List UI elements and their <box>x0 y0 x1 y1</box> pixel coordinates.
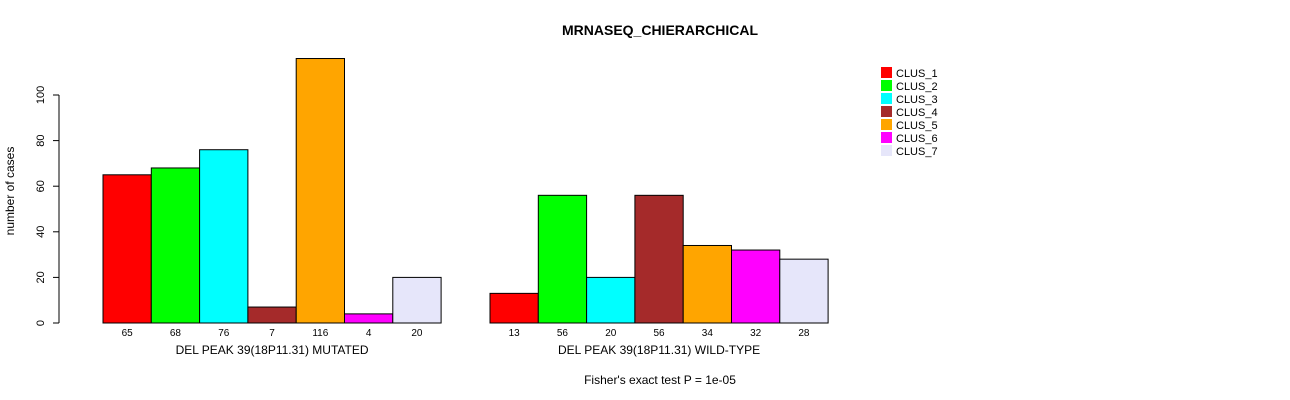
bar <box>682 244 733 324</box>
bar <box>779 258 829 324</box>
legend-label: CLUS_6 <box>896 133 938 145</box>
bar <box>150 167 201 324</box>
bar <box>344 313 394 324</box>
fisher-test-footnote: Fisher's exact test P = 1e-05 <box>584 373 736 387</box>
bar <box>102 174 152 324</box>
legend-swatch <box>881 93 892 104</box>
legend-item: CLUS_3 <box>881 93 938 106</box>
bar <box>489 292 539 324</box>
bar <box>247 306 297 324</box>
chart-title: MRNASEQ_CHIERARCHICAL <box>562 22 758 38</box>
bar <box>295 58 346 324</box>
bars: 65 68 76 7 116 4 20 DEL PEAK 39(18P11.31) MUTAT… <box>102 58 829 357</box>
bar-count-label: 56 <box>557 328 569 339</box>
y-axis-label: number of cases <box>3 147 17 236</box>
bar-count-label: 7 <box>269 328 275 339</box>
group-label: DEL PEAK 39(18P11.31) WILD-TYPE <box>558 343 760 357</box>
y-tick-label: 100 <box>35 86 47 104</box>
legend-item: CLUS_2 <box>881 80 938 93</box>
bar-count-label: 13 <box>509 328 521 339</box>
bar-count-label: 56 <box>653 328 665 339</box>
bar-count-label: 28 <box>798 328 810 339</box>
y-axis: 0 20 40 60 80 100 <box>35 86 60 326</box>
legend-label: CLUS_4 <box>896 107 938 119</box>
bar-group: 65 68 76 7 116 4 20 DEL PEAK 39(18P11.31) MUTAT… <box>102 58 442 357</box>
legend-swatch <box>881 119 892 130</box>
bar <box>731 249 781 324</box>
legend-item: CLUS_1 <box>881 67 938 80</box>
y-tick-label: 0 <box>35 320 47 326</box>
legend-swatch <box>881 106 892 117</box>
legend-swatch <box>881 80 892 91</box>
y-tick-label: 80 <box>35 134 47 146</box>
bar-count-label: 34 <box>702 328 714 339</box>
bar <box>586 276 636 324</box>
bar-count-label: 4 <box>366 328 372 339</box>
bar <box>392 276 442 324</box>
legend-label: CLUS_5 <box>896 120 938 132</box>
y-tick-label: 40 <box>35 226 47 238</box>
legend-label: CLUS_1 <box>896 68 938 80</box>
bar <box>537 194 588 324</box>
bar-count-label: 20 <box>605 328 617 339</box>
legend-swatch <box>881 67 892 78</box>
legend: CLUS_1CLUS_2CLUS_3CLUS_4CLUS_5CLUS_6CLUS… <box>881 67 938 158</box>
legend-item: CLUS_4 <box>881 106 938 119</box>
bar <box>634 194 684 324</box>
legend-label: CLUS_3 <box>896 94 938 106</box>
bar-group: 13 56 20 56 34 32 28 DEL PEAK 39(18P11.31) WILD… <box>489 194 829 357</box>
bar-count-label: 76 <box>218 328 230 339</box>
bar-count-label: 65 <box>122 328 134 339</box>
y-tick-label: 60 <box>35 180 47 192</box>
bar <box>199 149 249 324</box>
legend-item: CLUS_7 <box>881 145 938 158</box>
bar-count-label: 32 <box>750 328 762 339</box>
group-label: DEL PEAK 39(18P11.31) MUTATED <box>176 343 369 357</box>
legend-label: CLUS_7 <box>896 146 938 158</box>
legend-label: CLUS_2 <box>896 81 938 93</box>
bar-count-label: 116 <box>312 328 328 339</box>
legend-item: CLUS_6 <box>881 132 938 145</box>
legend-swatch <box>881 145 892 156</box>
legend-item: CLUS_5 <box>881 119 938 132</box>
y-tick-label: 20 <box>35 271 47 283</box>
bar-count-label: 68 <box>170 328 182 339</box>
bar-count-label: 20 <box>411 328 423 339</box>
legend-swatch <box>881 132 892 143</box>
